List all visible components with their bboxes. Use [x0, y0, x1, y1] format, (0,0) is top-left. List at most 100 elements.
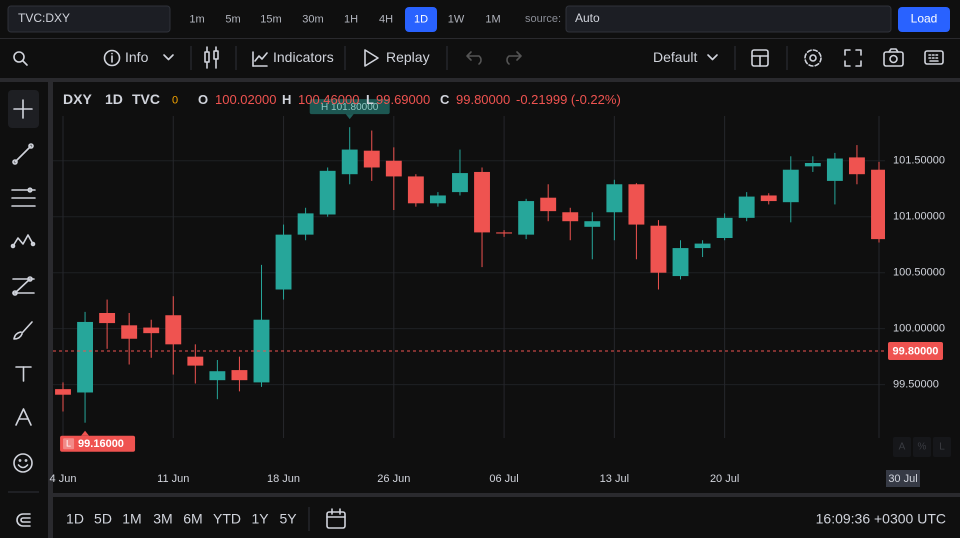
- trendline-tool[interactable]: [12, 143, 34, 165]
- pattern-tool[interactable]: [10, 234, 36, 249]
- scale-mode[interactable]: L: [939, 442, 945, 453]
- crosshair-tool[interactable]: [13, 99, 33, 119]
- search-icon[interactable]: [13, 51, 28, 66]
- interval[interactable]: 15m: [260, 13, 281, 25]
- keyboard-icon[interactable]: [924, 50, 944, 65]
- info-icon[interactable]: [103, 49, 121, 67]
- chevron[interactable]: [707, 54, 718, 61]
- candle-body: [804, 163, 821, 167]
- range[interactable]: 5Y: [279, 511, 297, 527]
- text-tool[interactable]: [15, 366, 32, 382]
- interval[interactable]: 4H: [379, 13, 393, 25]
- x-tick-label: 06 Jul: [489, 473, 518, 485]
- high-marker-pointer: [345, 114, 354, 120]
- interval[interactable]: 30m: [302, 13, 323, 25]
- symbol: TVC:DXY: [18, 11, 70, 25]
- load-button[interactable]: [898, 7, 950, 32]
- scale-mode[interactable]: A: [899, 442, 906, 453]
- y-tick-label: 99.50000: [893, 379, 939, 391]
- candle-body: [187, 356, 204, 366]
- legend-value: 100.46000: [298, 92, 359, 107]
- range[interactable]: 1M: [122, 511, 141, 527]
- candle-body: [584, 221, 601, 227]
- chart-type-icon[interactable]: [204, 46, 219, 69]
- interval[interactable]: 5m: [225, 13, 240, 25]
- symbol-input[interactable]: [7, 5, 171, 33]
- left-toolbar: [0, 82, 48, 538]
- scale-mode-button[interactable]: [913, 437, 931, 457]
- y-tick-label: 100.00000: [893, 323, 945, 335]
- legend-status: 0: [172, 94, 178, 106]
- chevron[interactable]: [163, 54, 174, 61]
- goto-date-icon[interactable]: [326, 508, 346, 529]
- candle-body: [231, 370, 248, 381]
- range[interactable]: 1D: [66, 511, 84, 527]
- replay-label[interactable]: Replay: [386, 49, 430, 65]
- indicators-icon[interactable]: [252, 51, 268, 67]
- x-tick-label: 18 Jun: [267, 473, 300, 485]
- annotation-tool[interactable]: [15, 408, 32, 426]
- clock: 16:09:36 +0300 UTC: [816, 511, 946, 527]
- interval[interactable]: 1m: [189, 13, 204, 25]
- x-tick-label: 11 Jun: [157, 473, 189, 485]
- indicators-label[interactable]: Indicators: [273, 49, 334, 65]
- info-label[interactable]: Info: [125, 49, 149, 65]
- scale-mode-button[interactable]: [933, 437, 951, 457]
- candle-body: [429, 195, 446, 204]
- legend-key: H: [282, 92, 291, 107]
- fullscreen-icon[interactable]: [844, 49, 862, 67]
- candle-body: [871, 169, 885, 240]
- range[interactable]: 6M: [183, 511, 202, 527]
- redo-icon[interactable]: [506, 51, 522, 65]
- x-tick-label: 4 Jun: [50, 473, 77, 485]
- candle-body: [297, 213, 314, 235]
- x-label-highlight: [886, 470, 920, 487]
- candle-body: [540, 197, 557, 212]
- icon-tool[interactable]: [13, 453, 33, 473]
- interval[interactable]: 1W: [448, 13, 465, 25]
- source-value: Auto: [575, 11, 600, 25]
- range[interactable]: YTD: [213, 511, 241, 527]
- interval-active[interactable]: [405, 7, 437, 32]
- candle-body: [738, 196, 755, 218]
- range[interactable]: 5D: [94, 511, 112, 527]
- legend-key: O: [198, 92, 208, 107]
- x-tick-label: 20 Jul: [710, 473, 739, 485]
- magnet-tool[interactable]: [16, 513, 31, 527]
- scale-mode[interactable]: %: [918, 442, 927, 453]
- layout-icon[interactable]: [751, 49, 769, 67]
- candle-body: [363, 150, 380, 168]
- replay-icon[interactable]: [364, 49, 379, 67]
- last-price-box: [888, 342, 943, 361]
- candle-body: [121, 325, 138, 339]
- interval[interactable]: 1H: [344, 13, 358, 25]
- fib-tool[interactable]: [11, 187, 36, 207]
- low-marker-pointer: [81, 430, 90, 436]
- range[interactable]: 3M: [153, 511, 172, 527]
- y-tick-label: 101.00000: [893, 211, 945, 223]
- candle-body: [849, 157, 865, 175]
- low-marker-prefix-box: [63, 438, 75, 450]
- scale-mode-button[interactable]: [893, 437, 911, 457]
- brush-tool[interactable]: [13, 321, 33, 340]
- candle-body: [385, 160, 402, 177]
- undo-icon[interactable]: [466, 51, 482, 65]
- interval-group: 1m 5m 15m 30m 1H 4H 1D 1W 1M: [189, 7, 501, 32]
- x-tick-label: 13 Jul: [600, 473, 629, 485]
- candle-body: [165, 315, 182, 345]
- prediction-tool[interactable]: [12, 276, 35, 296]
- candle-body: [275, 234, 292, 290]
- layout-label[interactable]: Default: [653, 49, 697, 65]
- candle-body: [253, 319, 270, 383]
- y-tick-label: 101.50000: [893, 155, 945, 167]
- range[interactable]: 1Y: [251, 511, 269, 527]
- source-input[interactable]: [565, 5, 892, 33]
- candle-body: [826, 158, 843, 181]
- settings-icon[interactable]: [804, 49, 822, 67]
- low-marker-label: 99.16000: [78, 438, 124, 450]
- interval[interactable]: 1D: [414, 13, 428, 25]
- interval[interactable]: 1M: [485, 13, 500, 25]
- candle-body: [319, 170, 336, 215]
- screenshot-icon[interactable]: [883, 48, 904, 67]
